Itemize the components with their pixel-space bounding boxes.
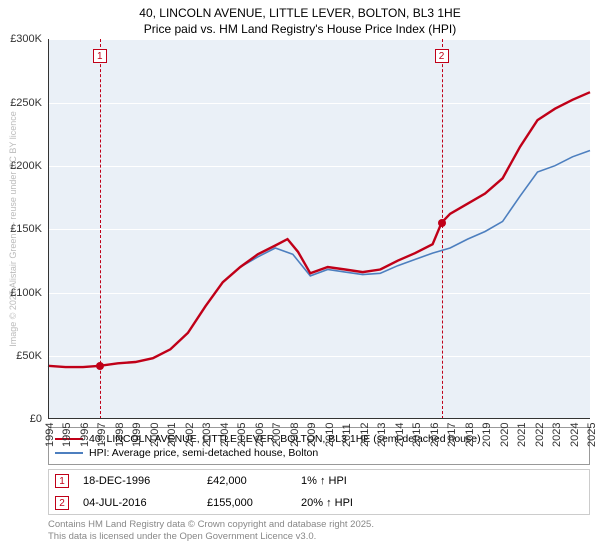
x-axis-label: 1994 <box>44 423 56 447</box>
x-axis-label: 2002 <box>184 423 196 447</box>
x-axis-label: 1996 <box>79 423 91 447</box>
chart-plot-area: Image © 2025 Alistair Green — reuse unde… <box>48 39 590 419</box>
sale-point-dot <box>96 362 104 370</box>
sale-price: £42,000 <box>207 475 287 487</box>
x-axis-label: 2022 <box>534 423 546 447</box>
sale-point-dot <box>438 219 446 227</box>
sale-date: 04-JUL-2016 <box>83 497 193 509</box>
sale-price: £155,000 <box>207 497 287 509</box>
x-axis-label: 2008 <box>289 423 301 447</box>
x-axis-label: 2011 <box>341 424 353 448</box>
sale-hpi-delta: 20% ↑ HPI <box>301 497 391 509</box>
x-axis-label: 2005 <box>236 423 248 447</box>
x-axis-label: 2020 <box>499 423 511 447</box>
footer-line-2: This data is licensed under the Open Gov… <box>48 531 590 543</box>
footer-attribution: Contains HM Land Registry data © Crown c… <box>48 519 590 543</box>
y-axis-label: £100K <box>10 287 42 299</box>
series-line-hpi <box>48 151 590 368</box>
x-axis-label: 2001 <box>166 423 178 447</box>
x-axis-label: 2015 <box>411 423 423 447</box>
legend-label: HPI: Average price, semi-detached house,… <box>89 447 318 459</box>
sales-table: 1 18-DEC-1996 £42,000 1% ↑ HPI 2 04-JUL-2016 £… <box>48 469 590 515</box>
sale-hpi-delta: 1% ↑ HPI <box>301 475 391 487</box>
x-axis-label: 2023 <box>551 423 563 447</box>
x-axis-label: 2009 <box>306 423 318 447</box>
x-axis-label: 1999 <box>131 423 143 447</box>
footer-line-1: Contains HM Land Registry data © Crown c… <box>48 519 590 531</box>
y-axis-label: £50K <box>16 350 42 362</box>
sale-row: 1 18-DEC-1996 £42,000 1% ↑ HPI <box>49 470 589 492</box>
y-axis-label: £200K <box>10 160 42 172</box>
x-axis-label: 2000 <box>149 423 161 447</box>
y-axis-label: £300K <box>10 33 42 45</box>
y-axis-label: £250K <box>10 97 42 109</box>
x-axis-label: 2007 <box>271 423 283 447</box>
x-axis-label: 2006 <box>254 423 266 447</box>
y-axis-label: £0 <box>30 413 42 425</box>
sale-row-badge: 2 <box>55 496 69 510</box>
x-axis-label: 2014 <box>394 423 406 447</box>
x-axis-label: 2004 <box>219 423 231 447</box>
x-axis-label: 2017 <box>446 423 458 447</box>
sale-row-badge: 1 <box>55 474 69 488</box>
x-axis-label: 2012 <box>359 423 371 447</box>
axis-left <box>48 39 49 419</box>
x-axis-label: 2018 <box>464 423 476 447</box>
sale-row: 2 04-JUL-2016 £155,000 20% ↑ HPI <box>49 492 589 514</box>
x-axis-label: 2025 <box>586 423 598 447</box>
x-axis-label: 2010 <box>324 423 336 447</box>
axis-bottom <box>48 418 590 419</box>
chart-title: 40, LINCOLN AVENUE, LITTLE LEVER, BOLTON… <box>0 0 600 39</box>
x-axis-label: 2016 <box>429 423 441 447</box>
title-line-2: Price paid vs. HM Land Registry's House … <box>0 22 600 38</box>
sale-date: 18-DEC-1996 <box>83 475 193 487</box>
x-axis-label: 2003 <box>201 423 213 447</box>
legend-row: HPI: Average price, semi-detached house,… <box>55 446 583 460</box>
x-axis-label: 1998 <box>114 423 126 447</box>
legend-swatch <box>55 452 83 454</box>
x-axis-label: 1997 <box>96 423 108 447</box>
x-axis-label: 2024 <box>569 423 581 447</box>
y-axis-label: £150K <box>10 223 42 235</box>
series-line-price_paid <box>48 92 590 367</box>
x-axis-label: 2021 <box>516 423 528 447</box>
title-line-1: 40, LINCOLN AVENUE, LITTLE LEVER, BOLTON… <box>0 6 600 22</box>
x-axis-label: 2013 <box>376 423 388 447</box>
chart-lines-svg <box>48 39 590 419</box>
gridline <box>48 419 590 420</box>
x-axis-label: 1995 <box>61 423 73 447</box>
x-axis-label: 2019 <box>481 423 493 447</box>
